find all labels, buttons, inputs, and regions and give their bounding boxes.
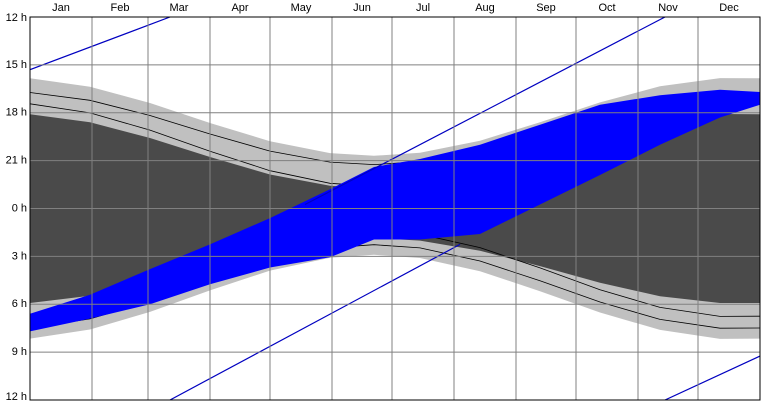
x-tick-label: May xyxy=(291,2,312,14)
y-tick-label: 0 h xyxy=(12,202,27,214)
x-tick-label: Nov xyxy=(658,2,678,14)
x-tick-label: Mar xyxy=(170,2,189,14)
band xyxy=(30,89,760,332)
y-tick-label: 12 h xyxy=(6,12,27,24)
y-tick-label: 15 h xyxy=(6,59,27,71)
grid xyxy=(30,16,760,401)
line xyxy=(664,355,760,400)
line xyxy=(30,17,171,71)
x-tick-label: Apr xyxy=(231,2,248,14)
plot-frame xyxy=(29,16,761,401)
x-tick-label: Feb xyxy=(111,2,130,14)
x-tick-label: Jun xyxy=(353,2,371,14)
x-tick-label: Jul xyxy=(416,2,430,14)
line xyxy=(304,17,666,206)
x-tick-label: Jan xyxy=(52,2,70,14)
line xyxy=(169,243,461,400)
y-tick-label: 9 h xyxy=(12,346,27,358)
axis-labels: 12 h 15 h 18 h 21 h 0 h 3 h 6 h 9 h 12 h Jan Feb Ma… xyxy=(6,2,740,403)
x-tick-label: Dec xyxy=(719,2,739,14)
x-tick-label: Sep xyxy=(536,2,556,14)
x-tick-label: Oct xyxy=(598,2,615,14)
y-tick-label: 3 h xyxy=(12,250,27,262)
x-tick-label: Aug xyxy=(475,2,495,14)
y-tick-label: 18 h xyxy=(6,107,27,119)
y-tick-label: 12 h xyxy=(6,391,27,403)
y-tick-label: 21 h xyxy=(6,155,27,167)
y-tick-label: 6 h xyxy=(12,298,27,310)
